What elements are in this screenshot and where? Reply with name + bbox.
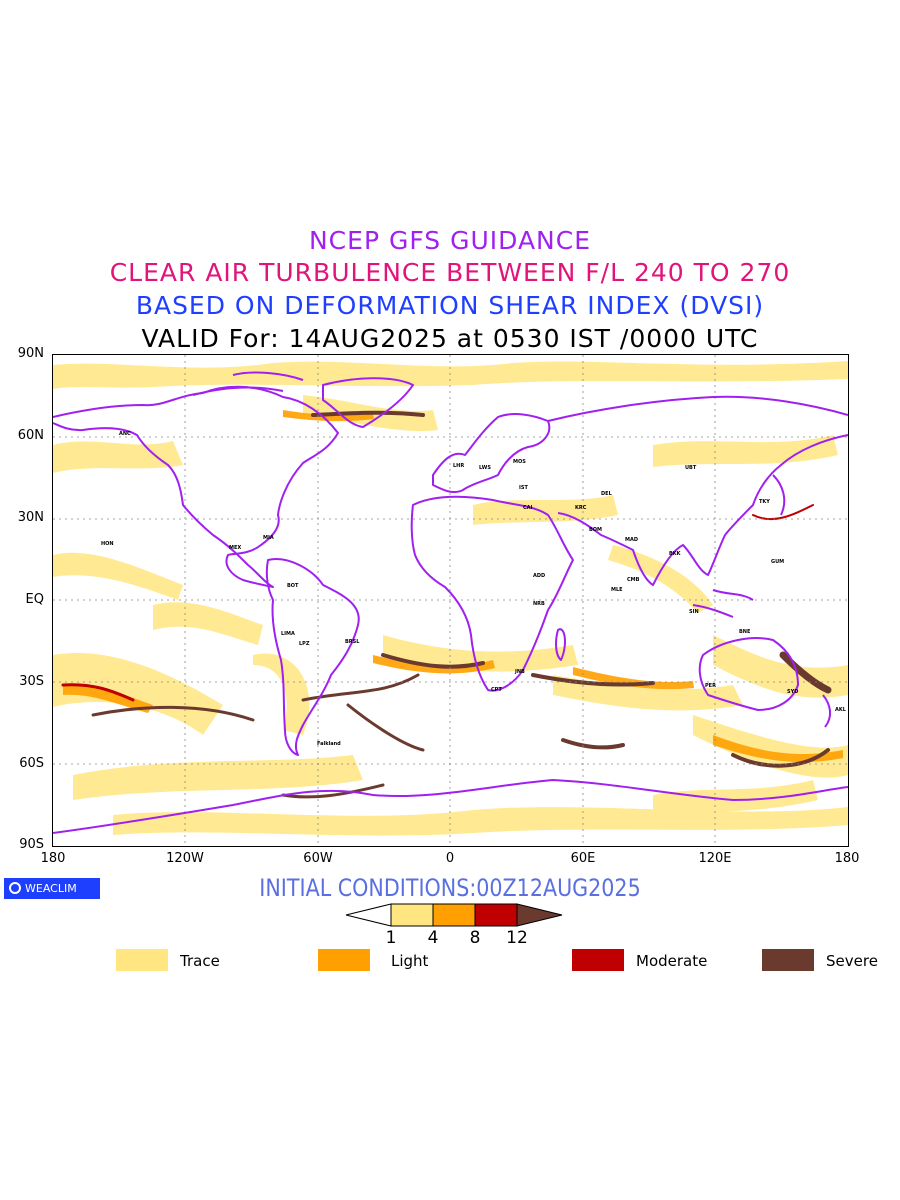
colorbar-tick: 8 [469, 928, 481, 948]
colorbar-bin-light [432, 903, 476, 927]
station-label: LIMA [281, 631, 295, 637]
station-label: TKY [759, 499, 770, 505]
station-label: IST [519, 485, 528, 491]
colorbar-over-triangle [516, 903, 563, 927]
colorbar-tick: 4 [427, 928, 439, 948]
station-label: LHR [453, 463, 465, 469]
lat-label-60n: 60N [17, 428, 44, 443]
station-label: MLE [611, 587, 623, 593]
weaclim-logo: WEACLIM [4, 878, 100, 899]
station-label: UBT [685, 465, 697, 471]
station-label: AKL [835, 707, 846, 713]
lat-label-eq: EQ [25, 592, 44, 607]
station-label: MOS [513, 459, 526, 465]
station-label: MIA [263, 535, 274, 541]
station-label: CMB [627, 577, 640, 583]
map-canvas [53, 355, 848, 846]
station-label: JNB [515, 669, 525, 675]
lon-label-120w: 120W [166, 851, 204, 866]
map-gridlines [53, 355, 848, 846]
station-label: NRB [533, 601, 545, 607]
lon-label-0: 0 [445, 851, 455, 866]
station-label: SIN [689, 609, 699, 615]
station-label: BOM [589, 527, 603, 533]
station-label: PER [705, 683, 716, 689]
turbulence-map[interactable]: ANC HON MEX MIA BOT LIMA LPZ BRSL CPT JN… [52, 354, 849, 847]
lon-label-60e: 60E [570, 851, 596, 866]
station-label: CAI [523, 505, 533, 511]
lat-label-30s: 30S [19, 674, 44, 689]
turbulence-severe-areas [61, 410, 832, 799]
copyright-icon [9, 882, 21, 894]
station-label: SYD [787, 689, 799, 695]
legend-label-moderate: Moderate [636, 952, 708, 970]
initial-conditions: INITIAL CONDITIONS:00Z12AUG2025 [259, 874, 641, 902]
legend-label-trace: Trace [180, 952, 220, 970]
title-line-1: NCEP GFS GUIDANCE [308, 226, 591, 255]
station-label: BRSL [345, 639, 360, 645]
legend-swatch-severe [762, 949, 814, 971]
title-line-3: BASED ON DEFORMATION SHEAR INDEX (DVSI) [135, 291, 765, 320]
valid-time-line: VALID For: 14AUG2025 at 0530 IST /0000 U… [141, 324, 759, 353]
station-label: Falkland [317, 741, 341, 747]
station-label: CPT [491, 687, 502, 693]
logo-text: WEACLIM [25, 882, 77, 895]
colorbar-bin-trace [390, 903, 434, 927]
lat-label-30n: 30N [17, 510, 44, 525]
lat-label-60s: 60S [19, 756, 44, 771]
legend-swatch-trace [116, 949, 168, 971]
lon-label-60w: 60W [303, 851, 333, 866]
colorbar-under-triangle [345, 903, 392, 927]
station-label: MEX [229, 545, 242, 551]
turbulence-trace-areas [53, 361, 848, 836]
station-label: MAD [625, 537, 638, 543]
station-label: DEL [601, 491, 612, 497]
legend-swatch-moderate [572, 949, 624, 971]
colorbar-bin-moderate [474, 903, 518, 927]
turbulence-light-areas [63, 410, 843, 763]
colorbar-tick: 12 [506, 928, 528, 948]
lon-label-180w: 180 [40, 851, 66, 866]
station-label: GUM [771, 559, 785, 565]
station-label: ANC [119, 431, 131, 437]
colorbar [345, 903, 563, 927]
legend-label-light: Light [391, 952, 429, 970]
station-label: HON [101, 541, 114, 547]
lon-label-180e: 180 [834, 851, 860, 866]
station-label: LPZ [299, 641, 310, 647]
lat-label-90n: 90N [17, 346, 44, 361]
legend-swatch-light [318, 949, 370, 971]
colorbar-tick: 1 [385, 928, 397, 948]
station-label: BOT [287, 583, 299, 589]
station-label: ADD [533, 573, 546, 579]
coastlines [53, 371, 848, 834]
lat-label-90s: 90S [19, 837, 44, 852]
lon-label-120e: 120E [698, 851, 732, 866]
station-label: LWS [479, 465, 491, 471]
station-label: KRC [575, 505, 587, 511]
station-label: BNE [739, 629, 751, 635]
title-line-2: CLEAR AIR TURBULENCE BETWEEN F/L 240 TO … [109, 258, 791, 287]
legend-label-severe: Severe [826, 952, 878, 970]
station-label: BKK [669, 551, 681, 557]
